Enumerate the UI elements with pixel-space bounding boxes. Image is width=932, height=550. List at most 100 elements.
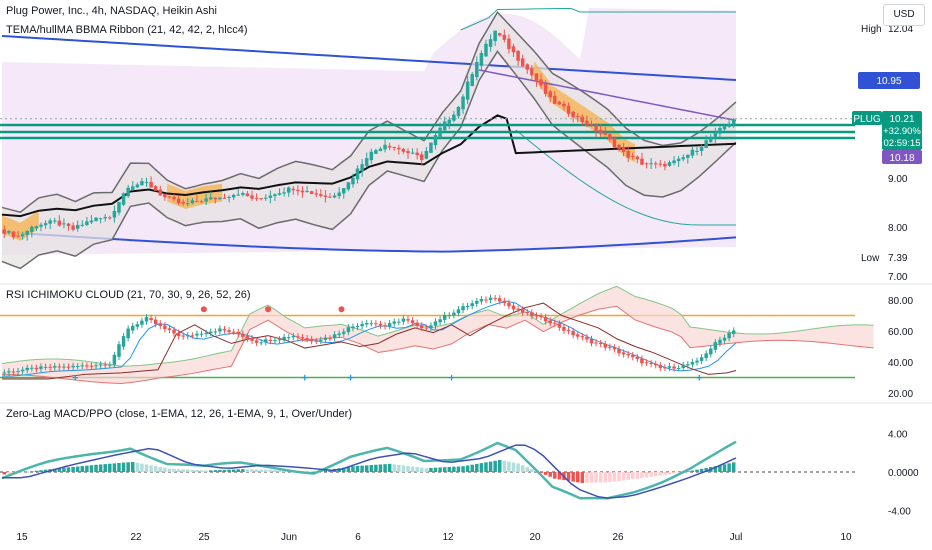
macd-axis-tick: -4.00 [888, 506, 911, 517]
histogram-bar [108, 463, 112, 472]
histogram-bar [713, 466, 718, 472]
rsi-candle-body [433, 321, 438, 326]
cloud-span-a [1, 285, 874, 367]
rsi-candle-body [103, 364, 107, 366]
histogram-bar [199, 470, 204, 472]
rsi-candle-body [222, 329, 227, 331]
rsi-candle-body [25, 367, 29, 371]
orange-ribbon-seg [167, 183, 223, 209]
histogram-bar [553, 472, 557, 479]
macd-indicator-label[interactable]: Zero-Lag MACD/PPO (close, 1-EMA, 12, 26,… [6, 408, 353, 420]
candle-body [213, 197, 218, 200]
rsi-candle-body [16, 371, 20, 373]
rsi-candle-body [658, 365, 663, 368]
histogram-bar [236, 469, 240, 472]
histogram-bar [268, 469, 273, 472]
rsi-candle-body [575, 334, 580, 337]
rsi-candle-body [571, 330, 575, 336]
rsi-candle-body [89, 365, 94, 367]
histogram-bar [309, 471, 314, 472]
candle-body [452, 114, 456, 121]
rsi-candle-body [644, 362, 649, 364]
oversold-marker: + [72, 373, 78, 385]
candle-body [254, 197, 259, 199]
rsi-candle-body [709, 348, 713, 355]
candle-body [48, 220, 52, 224]
rsi-candle-body [553, 322, 557, 324]
candle-body [470, 74, 474, 87]
candle-body [222, 197, 227, 199]
rsi-candle-body [525, 312, 530, 314]
candle-body [722, 126, 727, 130]
candle-body [598, 129, 603, 134]
histogram-bar [649, 472, 653, 477]
rsi-candle-body [190, 335, 195, 337]
candle-body [718, 127, 722, 134]
bb-lower-line [1, 231, 737, 253]
candle-body [112, 211, 117, 218]
histogram-bar [144, 464, 149, 472]
candle-body [461, 96, 465, 110]
candle-body [30, 226, 34, 232]
candle-body [663, 163, 667, 167]
rsi-candle-body [121, 336, 126, 347]
price-pane [0, 7, 855, 270]
rsi-candle-body [264, 339, 268, 343]
histogram-bar [360, 465, 364, 472]
histogram-bar [718, 465, 722, 472]
candle-body [608, 134, 612, 140]
histogram-bar [254, 469, 259, 472]
histogram-bar [420, 467, 424, 472]
rsi-candle-body [653, 363, 658, 366]
rsi-candle-body [475, 300, 479, 304]
histogram-bar [131, 461, 135, 472]
rsi-candle-body [108, 364, 112, 366]
candle-body [71, 225, 75, 230]
ribbon-indicator-label[interactable]: TEMA/hullMA BBMA Ribbon (21, 42, 42, 2, … [6, 24, 248, 36]
rsi-indicator-label[interactable]: RSI ICHIMOKU CLOUD (21, 70, 30, 9, 26, 5… [6, 289, 251, 301]
rsi-candle-body [488, 297, 493, 301]
histogram-bar [176, 469, 181, 472]
rsi-candle-body [11, 371, 16, 373]
candle-body [364, 158, 369, 166]
candle-body [479, 53, 484, 66]
histogram-bar [241, 469, 245, 472]
price-axis: 9.00 8.00 7.00 High 12.04 Low 7.39 10.95 PLUG 10.… [852, 24, 922, 283]
candle-body [2, 229, 7, 234]
histogram-bar [415, 467, 419, 472]
candle-body [424, 150, 429, 159]
candle-body [626, 150, 630, 158]
rsi-candle-body [360, 323, 364, 327]
histogram-bar [493, 460, 497, 472]
rsi-candle-body [291, 335, 296, 338]
rsi-axis-tick: 20.00 [888, 389, 913, 400]
rsi-candle-body [507, 302, 511, 307]
histogram-bar [378, 464, 383, 472]
rsi-candle-body [218, 328, 222, 332]
rsi-candle-body [603, 343, 607, 348]
rsi-candle-body [208, 331, 213, 334]
histogram-bar [612, 472, 617, 482]
rsi-candle-body [520, 309, 525, 313]
candle-body [153, 186, 158, 191]
rsi-candle-body [401, 318, 406, 322]
histogram-bar [397, 464, 401, 472]
rsi-candle-body [62, 366, 66, 368]
time-axis-label: 12 [442, 532, 454, 543]
base-line [2, 302, 737, 380]
rsi-candle-body [140, 320, 144, 325]
rsi-candle-body [227, 330, 231, 333]
histogram-bar [631, 472, 635, 480]
candle-body [456, 106, 461, 117]
histogram-bar [452, 466, 456, 472]
currency-button[interactable]: USD [883, 4, 925, 26]
candle-body [351, 177, 355, 185]
candle-body [186, 203, 190, 205]
candle-body [525, 64, 530, 70]
histogram-bar [153, 466, 158, 472]
rsi-candle-body [199, 333, 204, 335]
candle-body [731, 119, 736, 125]
rsi-candle-body [332, 334, 337, 339]
candle-body [176, 198, 181, 204]
rsi-candle-body [342, 331, 346, 334]
